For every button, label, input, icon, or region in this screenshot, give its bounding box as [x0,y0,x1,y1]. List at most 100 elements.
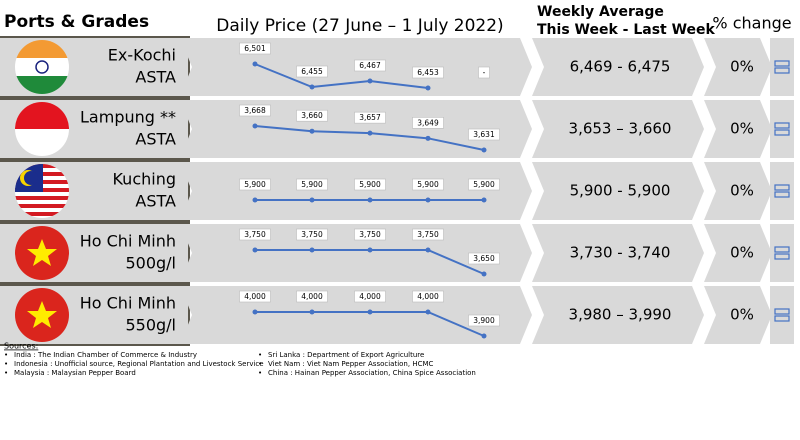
weekly: 3,653 – 3,660 [569,120,672,138]
change-panel [770,38,794,96]
menu-icon [774,184,790,191]
price-label: 3,750 [244,230,266,239]
change-panel [770,100,794,158]
price-label: 3,750 [417,230,439,239]
price-label: 6,455 [301,67,323,76]
price-label-box [354,111,386,124]
price-label-box [239,290,271,303]
price-label-box [468,314,500,327]
source: China : Hainan Pepper Association, China… [268,369,476,377]
menu-icon [774,191,790,198]
price-label: 3,900 [473,316,495,325]
price-label-box [296,228,328,241]
price-label-box [412,117,444,129]
menu-icon [774,315,790,322]
port: Ex-Kochi [108,46,176,65]
price-line [254,63,429,89]
change-panel [770,224,794,282]
price-label-box [296,290,328,303]
sources-title: Sources: [4,342,38,351]
price-line [254,125,485,151]
grade: ASTA [135,130,176,149]
price-label: 3,649 [417,118,439,127]
weekly: 3,980 – 3,990 [569,306,672,324]
price-label: 4,000 [359,292,381,301]
weekly-panel [532,162,704,220]
menu-icon [774,67,790,74]
weekly-panel [532,286,704,344]
price-label: - [483,68,486,77]
price-label: 4,000 [301,292,323,301]
source: Malaysia : Malaysian Pepper Board [14,369,136,377]
menu-icon [774,60,790,67]
weekly-panel [532,38,704,96]
price-label-box [468,178,500,191]
price-label: 4,000 [244,292,266,301]
weekly: 5,900 - 5,900 [570,182,671,200]
grade: ASTA [135,192,176,211]
menu-icon [774,129,790,136]
bullet: • [4,360,8,368]
menu-icon [774,246,790,253]
price-label-box [296,65,328,78]
price-label: 5,900 [359,180,381,189]
header-daily: Daily Price (27 June – 1 July 2022) [216,16,503,36]
source: Sri Lanka : Department of Export Agricul… [268,351,424,359]
source: India : The Indian Chamber of Commerce &… [14,351,197,359]
price-label: 3,660 [301,111,323,120]
weekly-panel [532,100,704,158]
change: 0% [730,58,754,76]
grade: 500g/l [125,254,176,273]
change-panel [770,162,794,220]
header-change: % change [712,14,791,33]
port: Ho Chi Minh [80,232,176,251]
weekly: 3,730 - 3,740 [570,244,671,262]
price-label-box [239,178,271,191]
port: Kuching [112,170,176,189]
change-panel [704,100,772,158]
port: Ho Chi Minh [80,294,176,313]
price-label-box [478,66,490,79]
menu-icon [774,308,790,315]
menu-icon [774,122,790,129]
change-panel [704,38,772,96]
price-label: 3,668 [244,106,266,115]
price-line [255,311,485,337]
price-label-box [354,290,386,303]
grade: 550g/l [125,316,176,335]
bullet: • [258,369,262,377]
price-label: 6,453 [417,68,439,77]
change-panel [704,286,772,344]
change-panel [704,162,772,220]
weekly-panel [532,224,704,282]
change: 0% [730,306,754,324]
header-weekly: This Week - Last Week [537,22,716,38]
bullet: • [258,360,262,368]
price-label: 5,900 [473,180,495,189]
price-label: 3,750 [359,230,381,239]
source: Viet Nam : Viet Nam Pepper Association, … [268,360,434,368]
price-label-box [239,42,271,55]
weekly: 6,469 - 6,475 [570,58,671,76]
price-label-box [468,128,500,141]
price-label-box [468,252,500,265]
source: Indonesia : Unofficial source, Regional … [14,360,264,368]
price-label: 3,650 [473,254,495,263]
price-label-box [412,178,444,191]
price-label: 3,631 [473,130,495,139]
price-label-box [354,59,386,72]
flags [15,40,69,342]
price-label: 6,467 [359,61,381,70]
price-line [255,249,485,275]
header-weekly: Weekly Average [537,4,664,20]
price-label-box [354,178,386,191]
price-label-box [412,66,444,79]
price-label: 3,750 [301,230,323,239]
price-label-box [239,104,271,117]
price-panel [180,162,532,220]
price-label: 3,657 [359,113,381,122]
price-label: 6,501 [244,44,266,53]
change: 0% [730,120,754,138]
grade: ASTA [135,68,176,87]
